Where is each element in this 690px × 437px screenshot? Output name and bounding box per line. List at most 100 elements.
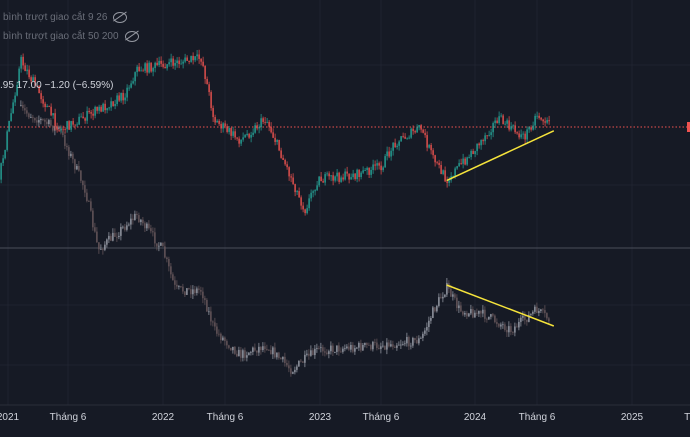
compare-candle (184, 291, 186, 295)
main-candle (262, 118, 264, 122)
compare-candle (58, 127, 60, 129)
compare-candle (482, 309, 484, 314)
compare-candle (454, 294, 456, 298)
main-candle (6, 131, 8, 150)
main-candle (490, 132, 492, 135)
compare-candle (420, 337, 422, 339)
main-candle (524, 133, 526, 140)
main-candle (244, 135, 246, 138)
compare-candle (290, 368, 292, 374)
compare-candle (316, 348, 318, 349)
compare-candle (514, 326, 516, 333)
main-candle (480, 140, 482, 146)
compare-candle (132, 218, 134, 221)
compare-candle (364, 342, 366, 345)
main-candle (174, 63, 176, 66)
main-candle (406, 138, 408, 140)
eye-crossed-icon[interactable] (124, 31, 139, 42)
compare-candle (370, 345, 372, 350)
compare-candle (314, 348, 316, 356)
compare-candle (166, 257, 168, 260)
compare-candle (300, 360, 302, 362)
compare-candle (82, 180, 84, 186)
main-candle (400, 136, 402, 142)
main-candle (464, 158, 466, 165)
compare-candle (450, 288, 452, 297)
compare-candle (490, 314, 492, 317)
main-candle (416, 127, 418, 133)
main-candle (340, 177, 342, 182)
main-candle (72, 121, 74, 125)
compare-candle (98, 242, 100, 250)
main-candle (222, 123, 224, 129)
compare-candle (116, 236, 118, 238)
ma2-label: bình trượt giao cắt 50 200 (3, 31, 119, 42)
compare-candle (372, 341, 374, 350)
main-candle (324, 174, 326, 183)
main-candle (482, 140, 484, 142)
compare-candle (418, 338, 420, 344)
compare-candle (478, 310, 480, 314)
compare-candle (216, 326, 218, 334)
main-candle (154, 62, 156, 69)
compare-candle (86, 192, 88, 202)
compare-candle (326, 352, 328, 354)
main-candle (294, 184, 296, 193)
compare-candle (52, 125, 54, 131)
main-candle (412, 128, 414, 132)
main-candle (512, 125, 514, 127)
main-candle (130, 83, 132, 88)
main-candle (414, 131, 416, 133)
compare-candle (194, 289, 196, 294)
main-candle (246, 133, 248, 136)
main-candle (404, 136, 406, 139)
main-candle (164, 66, 166, 69)
main-candle (504, 123, 506, 125)
main-candle (194, 56, 196, 61)
compare-candle (280, 358, 282, 360)
main-candle (484, 135, 486, 142)
main-candle (18, 68, 20, 85)
compare-candle (122, 226, 124, 228)
compare-candle (390, 344, 392, 347)
main-candle (430, 144, 432, 151)
compare-candle (444, 294, 446, 297)
compare-candle (66, 145, 68, 148)
compare-candle (248, 352, 250, 356)
main-candle (70, 121, 72, 130)
compare-candle (134, 213, 136, 221)
main-candle (202, 61, 204, 66)
main-candle (316, 185, 318, 191)
compare-candle (90, 201, 92, 211)
main-candle (474, 151, 476, 155)
main-candle (420, 125, 422, 130)
compare-candle (46, 121, 48, 125)
compare-candle (416, 340, 418, 344)
compare-candle (26, 110, 28, 114)
main-candle (276, 139, 278, 142)
main-candle (26, 69, 28, 72)
compare-candle (296, 366, 298, 370)
compare-candle (520, 317, 522, 322)
legend-ma-50-200[interactable]: bình trượt giao cắt 50 200 (3, 31, 139, 42)
main-candle (234, 131, 236, 138)
compare-candle (308, 353, 310, 356)
compare-candle (34, 118, 36, 121)
main-candle (308, 198, 310, 209)
compare-candle (272, 347, 274, 355)
main-candle (280, 150, 282, 158)
compare-candle (500, 324, 502, 327)
eye-crossed-icon[interactable] (113, 12, 128, 23)
main-candle (522, 133, 524, 135)
main-candle (144, 63, 146, 71)
main-candle (226, 126, 228, 132)
compare-candle (32, 117, 34, 119)
legend-ma-9-26[interactable]: bình trượt giao cắt 9 26 (3, 12, 128, 23)
main-candle (546, 120, 548, 123)
main-candle (500, 115, 502, 117)
compare-candle (442, 296, 444, 299)
compare-candle (548, 318, 550, 322)
compare-candle (240, 349, 242, 358)
